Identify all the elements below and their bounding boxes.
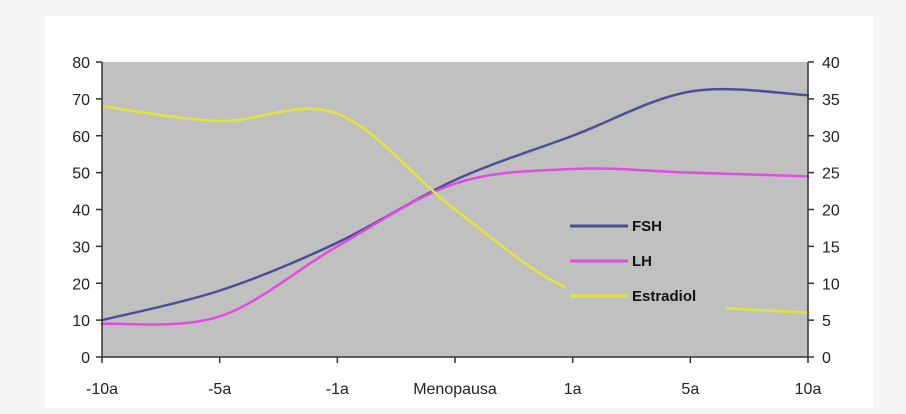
x-tick-label: -10a — [86, 381, 118, 398]
axes-layer: 0 10 20 30 40 50 60 70 80 0 5 10 15 20 25 30 35 40 -10a -5a… — [72, 55, 840, 398]
series-line-lh — [100, 167, 810, 326]
y-right-tick-label: 5 — [822, 313, 831, 330]
y-right-tick-label: 0 — [822, 350, 831, 367]
y-left-tick-label: 60 — [72, 129, 90, 146]
y-right-tick-label: 10 — [822, 276, 840, 293]
legend-label-estradiol: Estradiol — [632, 288, 696, 305]
y-left-tick-label: 40 — [72, 203, 90, 220]
series-line-fsh — [100, 87, 810, 322]
y-left-tick-label: 50 — [72, 166, 90, 183]
y-right-tick-label: 40 — [822, 55, 840, 72]
y-left-tick-label: 0 — [81, 350, 90, 367]
x-tick-label: 10a — [795, 381, 822, 398]
y-right-tick-label: 20 — [822, 203, 840, 220]
legend-label-lh: LH — [632, 253, 652, 270]
x-tick-label: Menopausa — [413, 381, 497, 398]
x-tick-label: -5a — [208, 381, 231, 398]
x-tick-label: 5a — [681, 381, 699, 398]
x-tick-label: 1a — [564, 381, 582, 398]
x-tick-label: -1a — [326, 381, 349, 398]
y-right-tick-label: 15 — [822, 239, 840, 256]
legend: FSH LH Estradiol — [565, 207, 725, 311]
y-left-tick-label: 80 — [72, 55, 90, 72]
y-left-tick-label: 20 — [72, 276, 90, 293]
y-right-tick-label: 35 — [822, 92, 840, 109]
y-right-tick-label: 25 — [822, 166, 840, 183]
legend-label-fsh: FSH — [632, 218, 662, 235]
y-left-tick-label: 30 — [72, 239, 90, 256]
y-left-tick-label: 70 — [72, 92, 90, 109]
y-left-tick-label: 10 — [72, 313, 90, 330]
legend-box — [565, 207, 725, 311]
y-right-tick-label: 30 — [822, 129, 840, 146]
